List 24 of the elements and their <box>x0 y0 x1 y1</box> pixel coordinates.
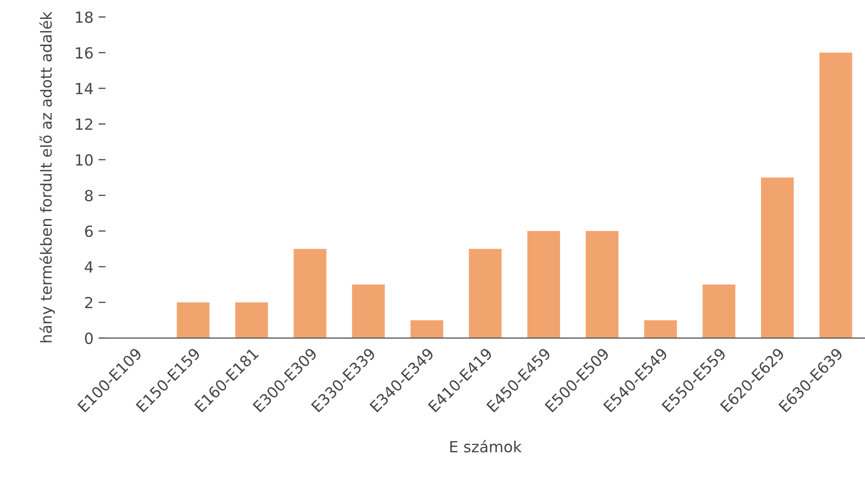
bar <box>819 52 852 338</box>
bar <box>761 178 794 338</box>
x-axis-title: E számok <box>450 440 522 452</box>
bar <box>468 248 502 338</box>
y-tick-label: 14 <box>76 82 93 94</box>
y-tick-label: 8 <box>85 190 93 202</box>
bar <box>235 302 268 338</box>
bar <box>176 302 210 338</box>
y-tick-label: 10 <box>76 154 93 166</box>
y-tick-label: 0 <box>85 332 93 344</box>
bar <box>586 231 618 338</box>
y-tick-label: 16 <box>76 47 93 59</box>
y-tick-label: 18 <box>76 11 93 23</box>
y-tick-label: 12 <box>76 118 92 130</box>
bar <box>294 248 326 338</box>
y-tick-label: 2 <box>85 296 92 308</box>
bar <box>644 320 677 338</box>
bar <box>527 231 560 338</box>
bar <box>410 320 444 338</box>
y-tick-label: 4 <box>84 261 93 272</box>
bar <box>352 284 385 338</box>
bar <box>702 284 736 338</box>
y-axis-title: hány termékben fordult elő az adott adalék <box>39 11 55 342</box>
y-tick-label: 6 <box>85 225 93 238</box>
